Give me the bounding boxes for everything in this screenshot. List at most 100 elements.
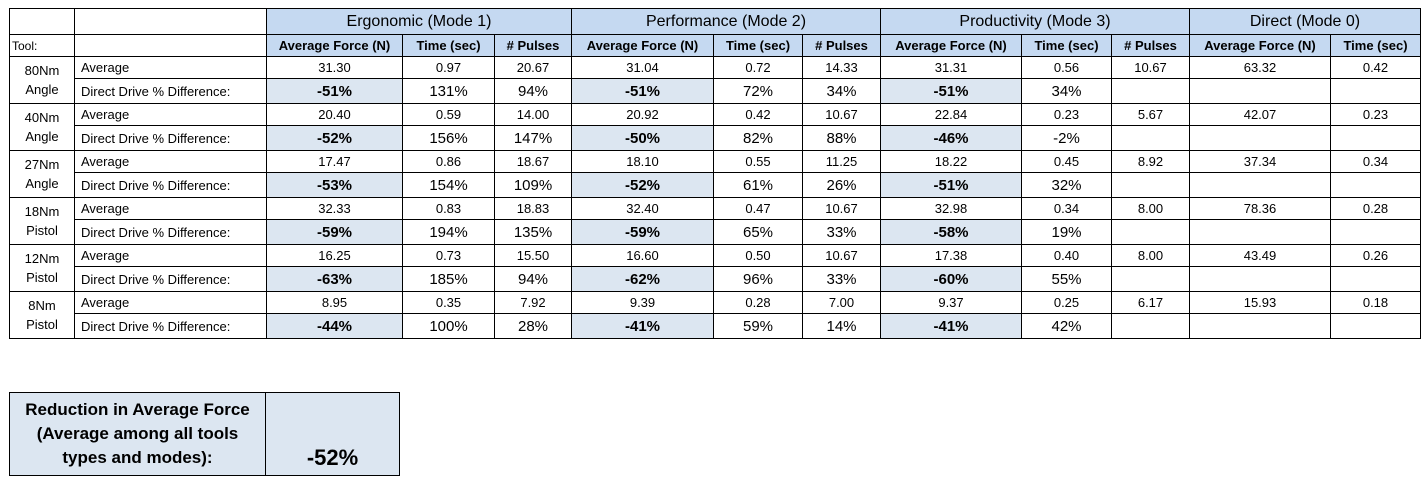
group-header-row: Ergonomic (Mode 1) Performance (Mode 2) … [9, 8, 1421, 35]
difference-cell [1330, 125, 1421, 151]
column-header: # Pulses [494, 34, 572, 57]
difference-cell: 26% [802, 172, 881, 198]
data-cell: 0.23 [1021, 103, 1112, 126]
difference-cell: 96% [713, 266, 803, 292]
data-cell: 0.34 [1330, 150, 1421, 173]
summary-label-line: Reduction in Average Force [25, 400, 250, 419]
tool-name: 27Nm Angle [9, 150, 75, 198]
difference-cell: 100% [402, 313, 495, 339]
column-header-row: Tool: Average Force (N) Time (sec) # Pulse… [9, 34, 1421, 57]
data-cell: 0.28 [713, 291, 803, 314]
row-label: Direct Drive % Difference: [74, 172, 267, 198]
data-cell: 17.38 [880, 244, 1022, 267]
data-cell: 0.47 [713, 197, 803, 220]
tool-name-line: Angle [25, 129, 59, 144]
data-cell: 15.50 [494, 244, 572, 267]
difference-cell [1189, 219, 1331, 245]
data-cell: 18.67 [494, 150, 572, 173]
tool-name-line: 40Nm [24, 110, 60, 125]
row-label: Direct Drive % Difference: [74, 78, 267, 104]
data-cell: 10.67 [1111, 56, 1190, 79]
data-cell: 8.95 [266, 291, 403, 314]
row-label: Average [74, 56, 267, 79]
data-cell: 0.50 [713, 244, 803, 267]
difference-cell [1330, 78, 1421, 104]
difference-cell [1111, 78, 1190, 104]
tool-name: 8Nm Pistol [9, 291, 75, 339]
data-cell: 7.00 [802, 291, 881, 314]
force-difference-cell: -52% [571, 172, 714, 198]
difference-cell [1189, 125, 1331, 151]
column-header: # Pulses [1111, 34, 1190, 57]
column-header: Time (sec) [1021, 34, 1112, 57]
force-difference-cell: -44% [266, 313, 403, 339]
column-header: Average Force (N) [1189, 34, 1331, 57]
summary-label-line: (Average among all tools [36, 424, 239, 443]
data-cell: 16.60 [571, 244, 714, 267]
difference-cell: 147% [494, 125, 572, 151]
data-cell: 32.40 [571, 197, 714, 220]
data-cell: 0.97 [402, 56, 495, 79]
force-difference-cell: -46% [880, 125, 1022, 151]
group-header-direct: Direct (Mode 0) [1189, 8, 1421, 35]
summary-box: Reduction in Average Force (Average amon… [9, 392, 400, 476]
data-cell: 7.92 [494, 291, 572, 314]
table-row: Direct Drive % Difference: -59% 194% 135% -5… [10, 219, 1421, 245]
difference-cell [1330, 172, 1421, 198]
force-difference-cell: -41% [880, 313, 1022, 339]
data-cell: 11.25 [802, 150, 881, 173]
results-table: Ergonomic (Mode 1) Performance (Mode 2) … [9, 8, 1421, 339]
data-cell: 0.35 [402, 291, 495, 314]
table-row: 12Nm Pistol Average 16.25 0.73 15.50 16.60 0.50… [9, 244, 1421, 292]
group-header-ergonomic: Ergonomic (Mode 1) [266, 8, 572, 35]
difference-cell: 14% [802, 313, 881, 339]
data-cell: 17.47 [266, 150, 403, 173]
summary-value: -52% [265, 392, 400, 476]
table-row: 18Nm Pistol Average 32.33 0.83 18.83 32.40 0.47… [9, 197, 1421, 245]
difference-cell [1330, 266, 1421, 292]
difference-cell: -2% [1021, 125, 1112, 151]
row-label: Average [74, 150, 267, 173]
data-cell: 20.67 [494, 56, 572, 79]
data-cell: 0.45 [1021, 150, 1112, 173]
data-cell: 5.67 [1111, 103, 1190, 126]
data-cell: 0.23 [1330, 103, 1421, 126]
tool-name-line: 12Nm [24, 251, 60, 266]
data-cell: 43.49 [1189, 244, 1331, 267]
data-cell: 9.37 [880, 291, 1022, 314]
group-header-performance: Performance (Mode 2) [571, 8, 881, 35]
summary-label: Reduction in Average Force (Average amon… [9, 392, 266, 476]
force-difference-cell: -51% [266, 78, 403, 104]
table-row: Direct Drive % Difference: -52% 156% 147% -5… [10, 125, 1421, 151]
data-cell: 0.18 [1330, 291, 1421, 314]
data-cell: 16.25 [266, 244, 403, 267]
difference-cell: 55% [1021, 266, 1112, 292]
data-cell: 78.36 [1189, 197, 1331, 220]
table-row: 40Nm Angle Average 20.40 0.59 14.00 20.92 0.42 1… [9, 103, 1421, 151]
row-label: Direct Drive % Difference: [74, 219, 267, 245]
force-difference-cell: -59% [266, 219, 403, 245]
force-difference-cell: -50% [571, 125, 714, 151]
column-header: Average Force (N) [571, 34, 714, 57]
difference-cell: 94% [494, 78, 572, 104]
difference-cell [1330, 219, 1421, 245]
corner-cell [9, 8, 75, 35]
data-cell: 20.92 [571, 103, 714, 126]
data-cell: 0.25 [1021, 291, 1112, 314]
table-row: Direct Drive % Difference: -63% 185% 94% -62… [10, 266, 1421, 292]
table-row: 8Nm Pistol Average 8.95 0.35 7.92 9.39 0.28 7.00… [9, 291, 1421, 339]
force-difference-cell: -41% [571, 313, 714, 339]
data-cell: 0.28 [1330, 197, 1421, 220]
data-cell: 31.31 [880, 56, 1022, 79]
column-header: Time (sec) [1330, 34, 1421, 57]
data-cell: 0.56 [1021, 56, 1112, 79]
row-label: Direct Drive % Difference: [74, 313, 267, 339]
row-label: Average [74, 197, 267, 220]
data-cell: 0.83 [402, 197, 495, 220]
tool-header: Tool: [9, 34, 75, 57]
difference-cell: 156% [402, 125, 495, 151]
tool-name-line: Pistol [26, 223, 58, 238]
force-difference-cell: -58% [880, 219, 1022, 245]
corner-cell [74, 8, 267, 35]
force-difference-cell: -51% [571, 78, 714, 104]
